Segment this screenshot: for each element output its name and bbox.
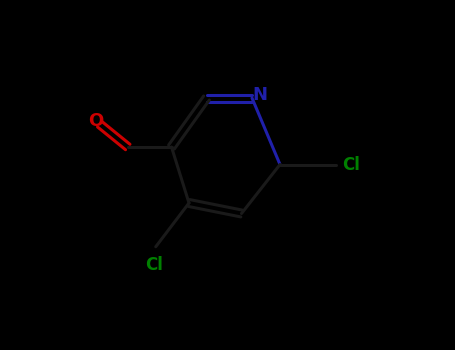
Text: O: O: [88, 112, 103, 131]
Text: N: N: [252, 85, 267, 104]
Text: Cl: Cl: [145, 256, 163, 273]
Text: Cl: Cl: [342, 155, 360, 174]
